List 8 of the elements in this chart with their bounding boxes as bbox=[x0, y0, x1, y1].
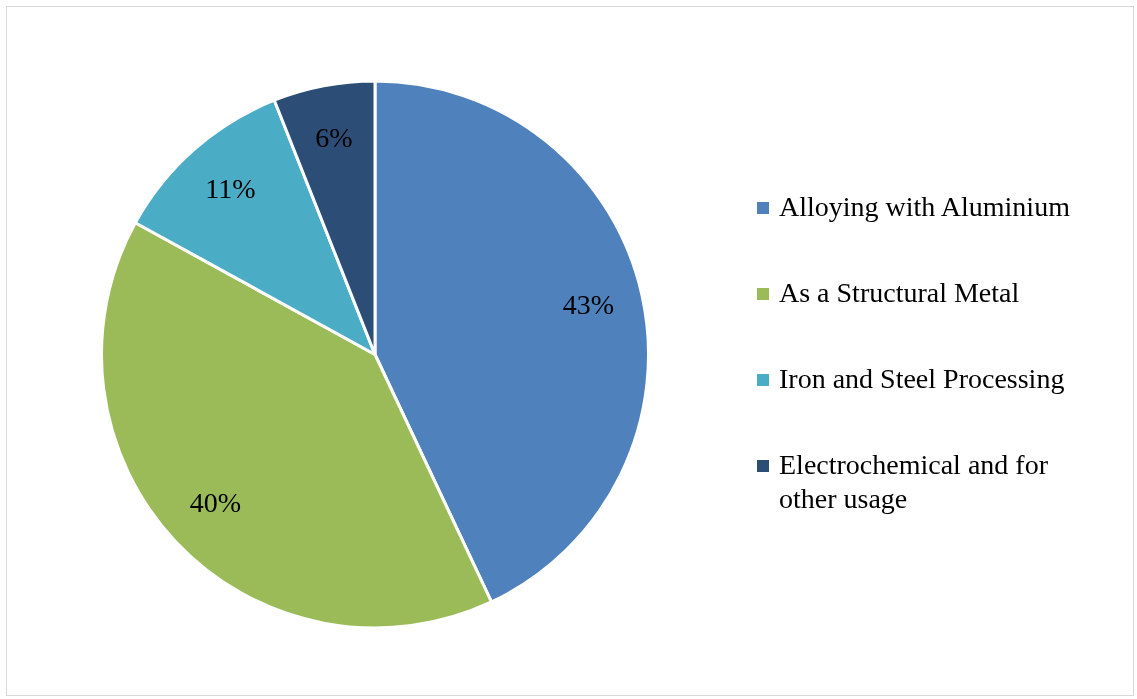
data-label: 43% bbox=[562, 289, 615, 321]
legend-label: Electrochemical and for other usage bbox=[779, 448, 1049, 516]
legend-label: Alloying with Aluminium bbox=[779, 190, 1071, 224]
legend-label: As a Structural Metal bbox=[779, 276, 1021, 310]
data-label: 11% bbox=[205, 172, 256, 204]
data-label: 40% bbox=[189, 486, 242, 518]
data-label: 6% bbox=[315, 121, 353, 153]
legend-label: Iron and Steel Processing bbox=[779, 362, 1066, 396]
